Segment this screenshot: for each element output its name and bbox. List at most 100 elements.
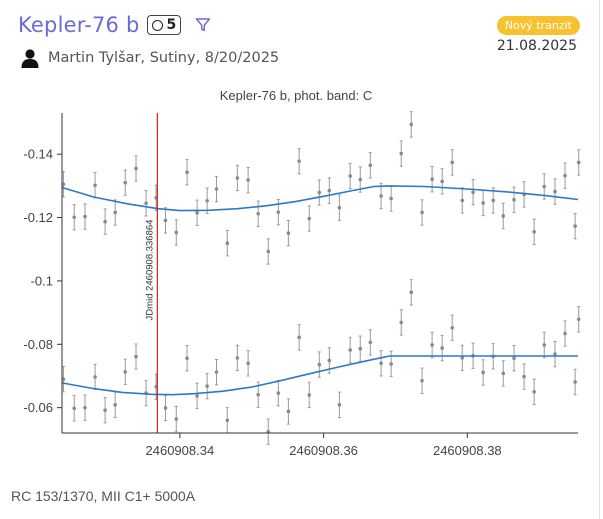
data-point <box>317 190 322 195</box>
data-point <box>72 406 77 411</box>
data-point <box>297 335 301 340</box>
data-point <box>205 384 209 388</box>
data-point <box>83 405 87 410</box>
data-point <box>174 230 179 235</box>
data-point <box>512 198 516 202</box>
data-point <box>348 174 352 178</box>
x-tick-label: 2460908.34 <box>146 443 215 458</box>
axes: -0.06 -0.08 -0.1 -0.12 -0.14 2460908.34 246090… <box>23 113 578 458</box>
data-point <box>501 214 506 218</box>
data-point <box>553 352 557 356</box>
y-tick-label: -0.12 <box>23 210 53 225</box>
data-point <box>327 358 332 363</box>
data-point <box>83 214 87 219</box>
data-point <box>113 403 117 407</box>
series-2 <box>61 279 581 445</box>
data-point <box>337 205 342 210</box>
data-point <box>460 198 465 203</box>
data-point <box>389 362 393 366</box>
data-point <box>460 356 465 360</box>
data-point <box>113 210 117 215</box>
data-point <box>214 370 219 374</box>
data-point <box>195 211 199 215</box>
data-point <box>103 408 107 412</box>
data-point <box>276 391 281 395</box>
x-tick-label: 2460908.38 <box>433 443 502 458</box>
data-point <box>103 219 107 224</box>
data-point <box>144 201 148 206</box>
model-curve <box>61 355 578 396</box>
data-point <box>420 378 424 383</box>
data-point <box>379 194 383 198</box>
data-point <box>214 187 219 191</box>
data-point <box>430 343 434 347</box>
data-point <box>307 216 312 221</box>
data-point <box>358 177 363 182</box>
data-point <box>123 370 128 374</box>
data-point <box>246 178 250 182</box>
data-point <box>368 340 373 345</box>
data-point <box>327 188 332 193</box>
data-point <box>440 179 444 184</box>
data-point <box>573 380 577 384</box>
data-point <box>576 317 581 322</box>
data-point <box>553 189 557 194</box>
data-point <box>235 176 240 180</box>
data-point <box>348 348 352 352</box>
data-point <box>205 198 209 203</box>
data-point <box>358 346 363 351</box>
data-point <box>450 160 455 165</box>
data-point <box>563 331 567 336</box>
data-point <box>93 183 97 188</box>
data-point <box>266 249 271 254</box>
data-point <box>256 211 260 216</box>
data-point <box>72 215 77 220</box>
x-tick-label: 2460908.36 <box>289 443 358 458</box>
data-point <box>420 210 424 215</box>
data-point <box>573 224 577 228</box>
y-tick-label: -0.08 <box>23 337 53 352</box>
data-point <box>491 198 495 203</box>
data-point <box>440 346 444 350</box>
data-point <box>409 290 414 295</box>
status-badge: Nový tranzit <box>496 16 580 35</box>
plot-area: JDmid 2460908.336864 <box>61 111 581 445</box>
y-tick-label: -0.1 <box>31 273 53 288</box>
filter-icon[interactable] <box>195 17 211 33</box>
data-point <box>61 182 66 187</box>
data-point <box>542 184 547 189</box>
midtransit-label: JDmid 2460908.336864 <box>144 220 155 321</box>
data-point <box>276 210 281 214</box>
data-point <box>379 361 383 366</box>
data-point <box>286 231 291 235</box>
data-point <box>450 326 455 330</box>
data-point <box>134 166 138 171</box>
planet-title[interactable]: Kepler-76 b <box>18 13 140 37</box>
observation-count: 5 <box>166 17 177 33</box>
data-point <box>522 374 526 379</box>
data-point <box>246 361 250 366</box>
data-point <box>174 417 179 421</box>
data-point <box>563 173 567 178</box>
observation-count-badge[interactable]: 5 <box>146 15 182 35</box>
y-tick-label: -0.06 <box>23 400 53 415</box>
data-point <box>256 392 260 397</box>
data-point <box>195 394 199 398</box>
model-curve <box>61 185 579 212</box>
data-point <box>163 218 168 223</box>
data-point <box>185 170 189 175</box>
data-point <box>61 377 66 381</box>
data-point <box>286 409 291 414</box>
data-point <box>501 371 506 376</box>
data-point <box>430 177 434 182</box>
data-point <box>532 390 536 394</box>
data-point <box>409 122 414 127</box>
data-point <box>471 190 475 195</box>
circle-icon <box>151 19 163 31</box>
title-row: Kepler-76 b 5 <box>18 13 211 37</box>
data-point <box>337 403 342 407</box>
user-icon <box>21 49 39 68</box>
data-point <box>235 356 240 360</box>
data-point <box>225 241 230 246</box>
chart-title: Kepler-76 b, phot. band: C <box>220 88 373 103</box>
